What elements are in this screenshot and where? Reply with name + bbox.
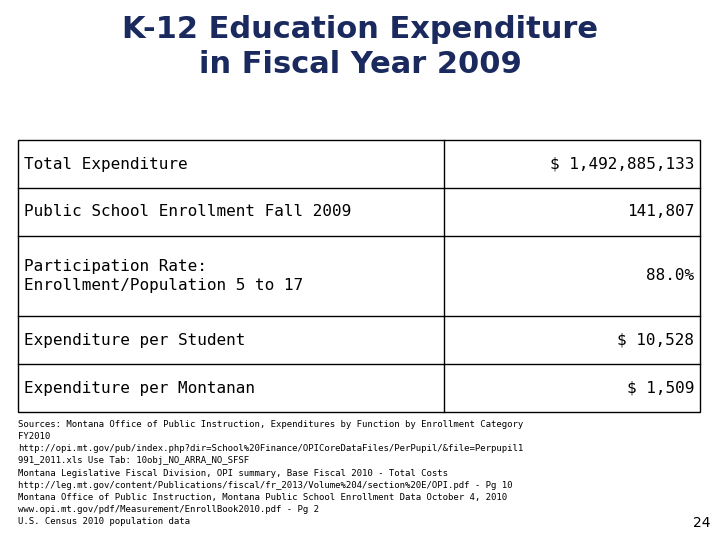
- Text: $ 1,492,885,133: $ 1,492,885,133: [549, 157, 694, 172]
- Text: K-12 Education Expenditure
in Fiscal Year 2009: K-12 Education Expenditure in Fiscal Yea…: [122, 15, 598, 79]
- Text: Public School Enrollment Fall 2009: Public School Enrollment Fall 2009: [24, 205, 351, 219]
- Text: $ 1,509: $ 1,509: [626, 381, 694, 395]
- Bar: [18, 140, 700, 412]
- Text: Total Expenditure: Total Expenditure: [24, 157, 188, 172]
- Text: Expenditure per Student: Expenditure per Student: [24, 333, 246, 348]
- Text: Sources: Montana Office of Public Instruction, Expenditures by Function by Enrol: Sources: Montana Office of Public Instru…: [18, 420, 523, 526]
- Text: $ 10,528: $ 10,528: [617, 333, 694, 348]
- Text: 88.0%: 88.0%: [646, 268, 694, 284]
- Text: Expenditure per Montanan: Expenditure per Montanan: [24, 381, 255, 395]
- Text: 141,807: 141,807: [626, 205, 694, 219]
- Text: Participation Rate:
Enrollment/Population 5 to 17: Participation Rate: Enrollment/Populatio…: [24, 259, 303, 293]
- Text: 24: 24: [693, 516, 710, 530]
